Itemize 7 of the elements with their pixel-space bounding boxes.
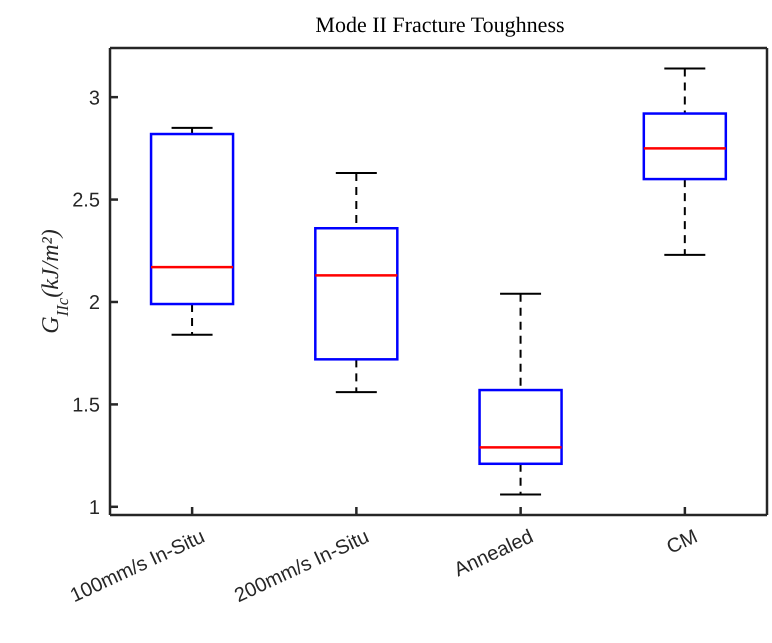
x-tick-label: CM [663, 526, 701, 559]
y-tick-label: 1.5 [72, 394, 100, 416]
chart-title: Mode II Fracture Toughness [314, 12, 566, 38]
y-tick-label: 1 [88, 496, 100, 519]
y-tick-label: 2.5 [72, 190, 100, 212]
y-tick-label: 3 [88, 87, 100, 110]
y-tick-label: 2 [88, 292, 100, 314]
